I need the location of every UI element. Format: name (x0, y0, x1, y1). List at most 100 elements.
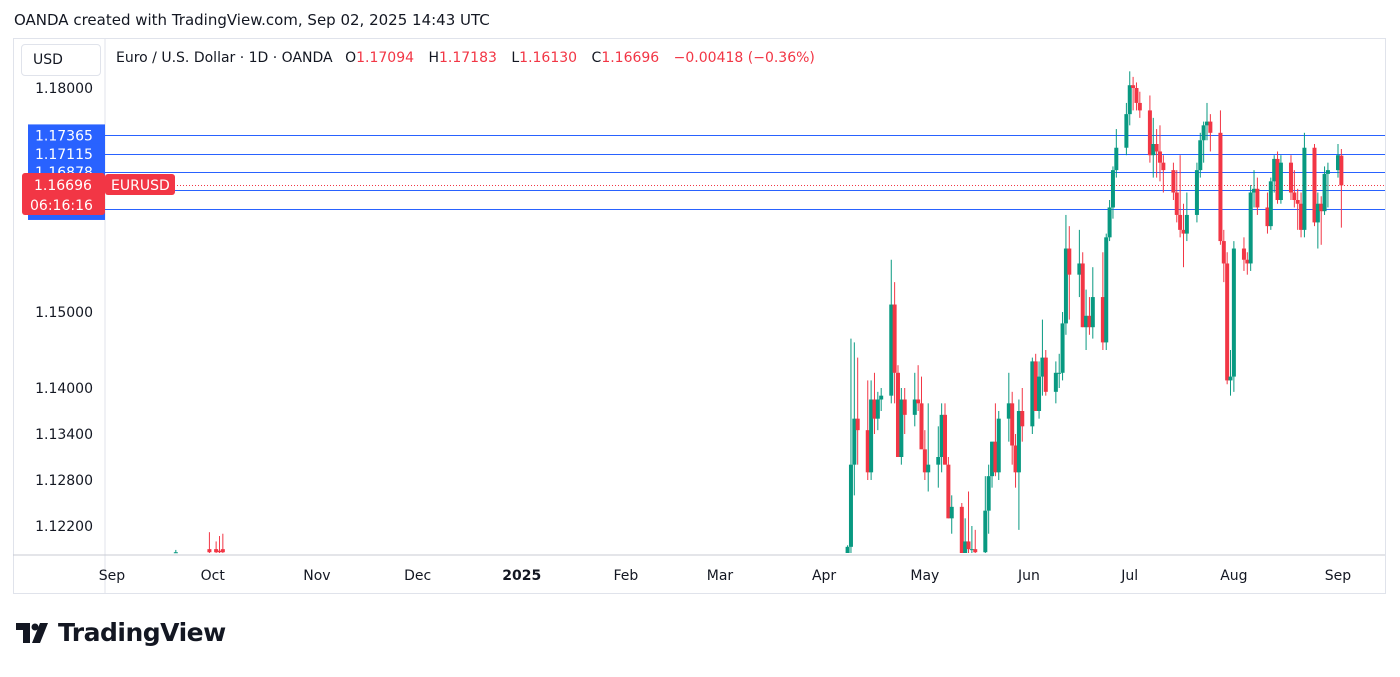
candle-body-40 (1010, 403, 1015, 446)
candle-body-57 (1087, 315, 1092, 328)
legend-open: 1.17094 (356, 50, 415, 66)
candle-body-95 (1268, 181, 1273, 227)
candle-body-89 (1241, 248, 1246, 260)
candle-body-60 (1104, 237, 1109, 343)
candle-body-88 (1231, 248, 1236, 377)
candle-body-26 (943, 414, 948, 465)
candle-body-51 (1060, 323, 1065, 373)
symbol-tag-label: EURUSD (111, 178, 170, 194)
level-lines (105, 135, 1385, 210)
candle-body-30 (963, 541, 968, 553)
level-tag-label-0: 1.17365 (35, 128, 93, 144)
candle-body-5 (845, 546, 850, 553)
x-tick-label-3: Dec (404, 568, 431, 584)
currency-selector[interactable]: USD (21, 44, 101, 76)
candle-body-66 (1131, 85, 1136, 88)
candle-body-98 (1278, 162, 1283, 200)
candle-body-32 (969, 549, 974, 551)
candle-body-105 (1315, 203, 1320, 223)
candle-body-50 (1057, 372, 1062, 374)
symbol-tag (105, 174, 175, 195)
candle-body-34 (983, 510, 988, 553)
candle-body-107 (1322, 173, 1327, 212)
legend-high: 1.17183 (439, 50, 497, 66)
candle-body-28 (949, 506, 954, 519)
level-tag-label-1: 1.17115 (35, 147, 93, 163)
candle-body-85 (1221, 241, 1226, 264)
candle-body-52 (1063, 248, 1068, 324)
candle-body-54 (1077, 263, 1082, 275)
candlestick-chart[interactable]: 1.18000 1.15000 1.14000 1.13400 1.12800 1.122… (0, 0, 1400, 600)
candle-body-49 (1053, 372, 1058, 392)
candle-body-3 (217, 550, 222, 553)
legend-open-label: O (345, 50, 357, 66)
x-tick-label-1: Oct (201, 568, 226, 584)
y-tick-label-0: 1.18000 (35, 81, 93, 97)
candle-body-61 (1107, 207, 1112, 238)
candle-body-11 (872, 399, 877, 419)
y-tick-label-4: 1.12800 (35, 473, 93, 489)
candle-body-7 (852, 418, 857, 465)
x-tick-label-5: Feb (614, 568, 639, 584)
candle-body-22 (922, 449, 927, 473)
candle-body-59 (1100, 297, 1105, 343)
candle-body-77 (1181, 229, 1186, 234)
candle-body-6 (848, 464, 853, 547)
x-tick-label-0: Sep (99, 568, 126, 584)
last-price-tag (22, 173, 105, 215)
candle-body-56 (1084, 315, 1089, 328)
legend-low-label: L (511, 50, 520, 66)
x-tick-label-2: Nov (303, 568, 330, 584)
y-tick-label-3: 1.13400 (35, 427, 93, 443)
x-tick-label-9: Jun (1017, 568, 1040, 584)
candle-body-23 (926, 464, 931, 473)
x-tick-label-7: Apr (812, 568, 836, 584)
candle-body-48 (1043, 357, 1048, 392)
candle-body-43 (1020, 411, 1025, 427)
candle-body-14 (889, 304, 894, 396)
candle-body-36 (990, 441, 995, 477)
candle-body-24 (936, 457, 941, 465)
candle-body-25 (939, 414, 944, 457)
candle-body-29 (959, 506, 964, 553)
chart-frame (13, 38, 1386, 594)
candle-body-93 (1255, 188, 1260, 208)
y-tick-label-1: 1.15000 (35, 305, 93, 321)
candles (173, 71, 1344, 554)
candle-body-15 (892, 304, 897, 373)
candle-body-110 (1339, 155, 1344, 186)
candle-body-83 (1208, 121, 1213, 133)
x-tick-label-10: Jul (1120, 568, 1138, 584)
candle-body-101 (1295, 200, 1300, 204)
candle-body-75 (1174, 192, 1179, 215)
x-tick-label-4: 2025 (502, 568, 541, 584)
candle-body-27 (946, 464, 951, 519)
candle-body-65 (1127, 85, 1132, 115)
candle-body-87 (1228, 376, 1233, 381)
candle-body-97 (1275, 158, 1280, 200)
candle-body-100 (1292, 192, 1297, 200)
candle-body-2 (214, 549, 219, 553)
candle-body-104 (1312, 147, 1317, 223)
candle-body-68 (1137, 102, 1142, 111)
candle-body-80 (1198, 140, 1203, 171)
tradingview-logo[interactable]: TradingView (16, 618, 226, 647)
x-tick-label-12: Sep (1325, 568, 1352, 584)
candle-body-91 (1248, 192, 1253, 264)
x-tick-label-11: Aug (1220, 568, 1247, 584)
candle-body-69 (1147, 110, 1152, 156)
candle-body-70 (1151, 144, 1156, 156)
candle-body-8 (855, 418, 860, 431)
ohlc-legend: Euro / U.S. Dollar · 1D · OANDA O1.17094… (116, 50, 825, 66)
candle-body-76 (1178, 214, 1183, 230)
candle-body-58 (1090, 297, 1095, 328)
candle-body-55 (1080, 263, 1085, 328)
candle-body-53 (1067, 248, 1072, 275)
candle-body-78 (1184, 214, 1189, 234)
candle-body-84 (1218, 132, 1223, 242)
candle-body-99 (1288, 162, 1293, 193)
candle-body-38 (996, 418, 1001, 473)
candle-body-12 (875, 399, 880, 419)
candle-body-35 (986, 476, 991, 511)
candle-body-42 (1016, 411, 1021, 473)
